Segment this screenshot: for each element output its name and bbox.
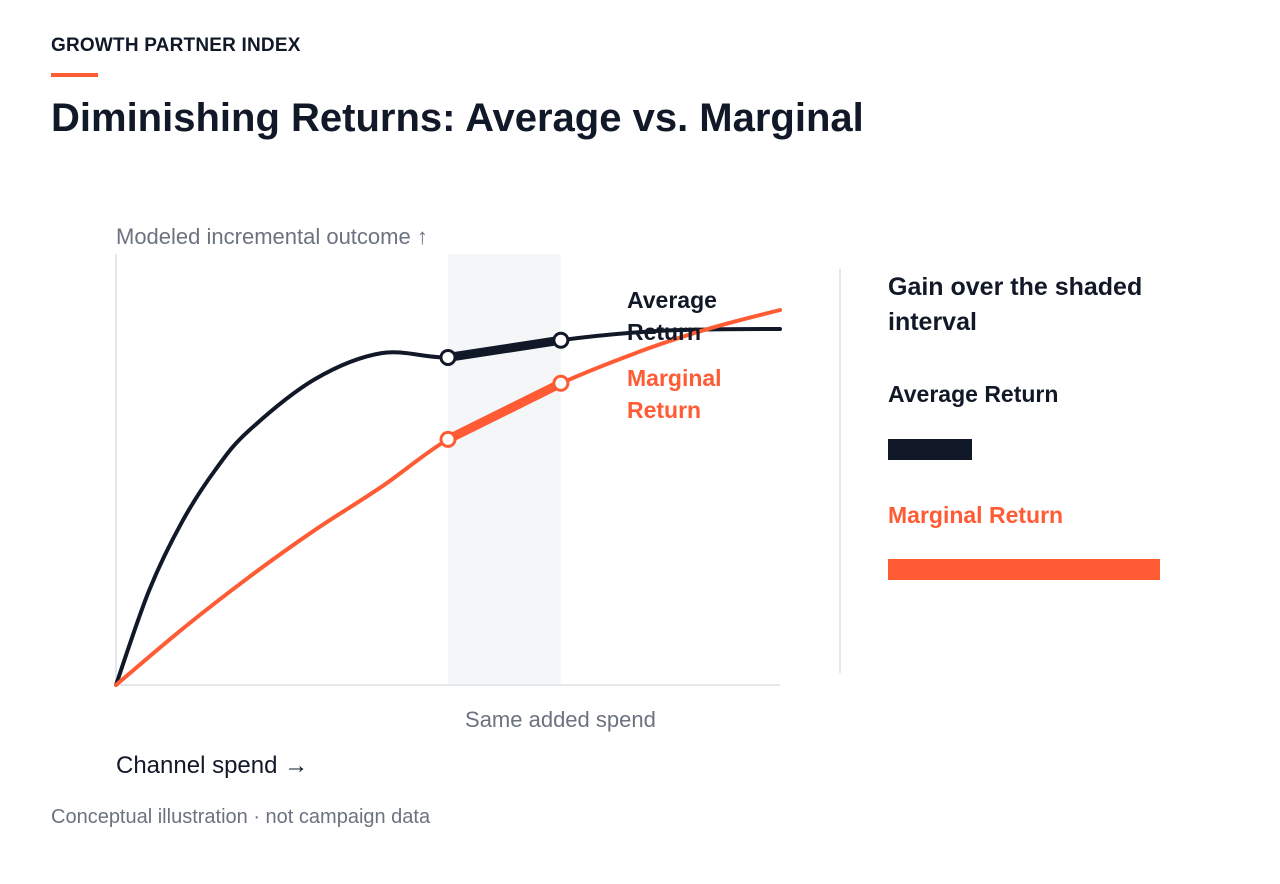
footnote: Conceptual illustration · not campaign d… (51, 806, 431, 828)
legend-title: Gain over the shaded interval (888, 273, 1143, 336)
interval-point-marginal-return-0 (439, 430, 457, 448)
interval-segment-marginal-return (443, 378, 566, 444)
interval-point-marginal-return-1 (552, 374, 570, 392)
legend-label-marginal-return: Marginal Return (888, 502, 1064, 528)
x-axis-label: Channel spend → (116, 752, 308, 779)
series-label-marginal-return: Marginal (627, 365, 722, 391)
interval-point-average-return-0 (439, 348, 457, 366)
legend-bar-marginal-return (888, 559, 1160, 580)
legend-divider (839, 269, 841, 673)
series-label-average-return: Return (627, 319, 701, 345)
y-axis-label: Modeled incremental outcome ↑ (116, 224, 428, 249)
shaded-interval-label: Same added spend (465, 707, 656, 732)
interval-segment-average-return (443, 335, 566, 362)
accent-bar (51, 73, 98, 77)
eyebrow-label: GROWTH PARTNER INDEX (51, 35, 301, 56)
legend-bar-average-return (888, 439, 972, 460)
page-title: Diminishing Returns: Average vs. Margina… (51, 96, 864, 140)
series-label-marginal-return: Return (627, 397, 701, 423)
shaded-interval (448, 254, 561, 685)
interval-point-average-return-1 (552, 331, 570, 349)
legend-label-average-return: Average Return (888, 381, 1059, 407)
series-line-average-return (114, 327, 782, 687)
series-label-average-return: Average (627, 287, 717, 313)
